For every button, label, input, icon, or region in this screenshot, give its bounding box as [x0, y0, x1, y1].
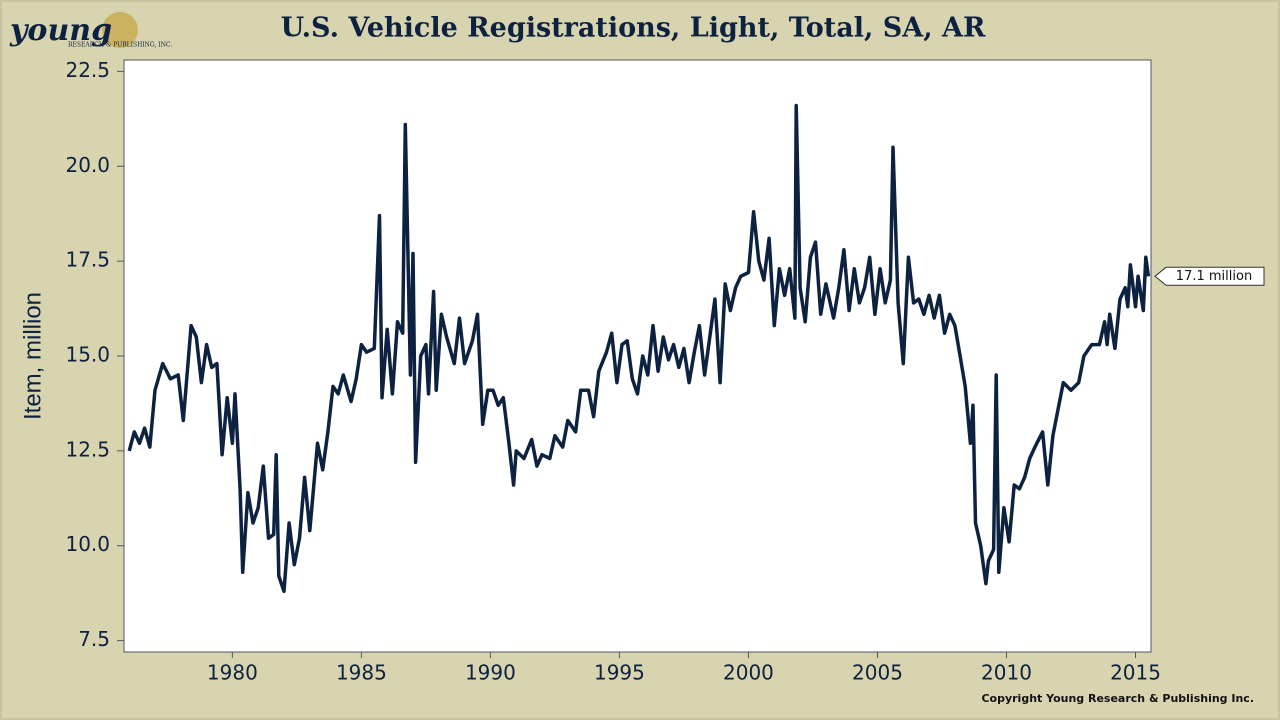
y-tick-label: 12.5: [65, 437, 110, 461]
x-tick-label: 2000: [723, 661, 774, 685]
logo-sub: RESEARCH & PUBLISHING, INC.: [68, 42, 172, 49]
x-tick-label: 2005: [852, 661, 903, 685]
y-axis-label: Item, million: [19, 292, 46, 420]
x-tick-label: 1985: [336, 661, 387, 685]
x-tick-label: 2015: [1110, 661, 1161, 685]
logo-name: young: [9, 13, 112, 48]
y-tick-label: 20.0: [65, 153, 110, 177]
y-tick-label: 7.5: [78, 627, 110, 651]
chart-title: U.S. Vehicle Registrations, Light, Total…: [281, 13, 986, 44]
copyright: Copyright Young Research & Publishing In…: [981, 692, 1254, 705]
y-tick-label: 15.0: [65, 343, 110, 367]
callout-box: [1154, 266, 1265, 286]
x-tick-label: 1995: [594, 661, 645, 685]
y-tick-label: 10.0: [65, 532, 110, 556]
callout-label: 17.1 million: [1176, 269, 1252, 284]
data-line: [127, 103, 1151, 594]
logo-globe: [102, 12, 138, 48]
x-tick-label: 1990: [465, 661, 516, 685]
y-tick-label: 17.5: [65, 248, 110, 272]
x-tick-label: 2010: [981, 661, 1032, 685]
y-tick-label: 22.5: [65, 58, 110, 82]
x-tick-label: 1980: [207, 661, 258, 685]
